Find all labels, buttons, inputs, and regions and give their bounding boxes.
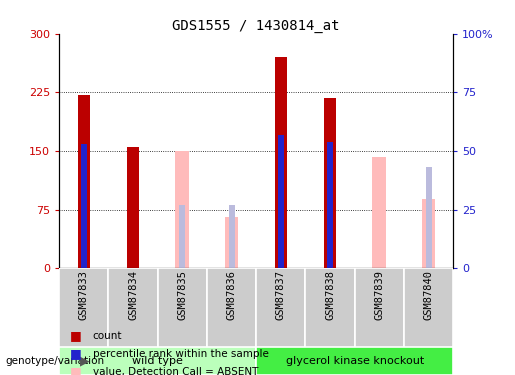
Bar bbox=[158, 268, 207, 347]
Bar bbox=[229, 205, 234, 268]
Bar bbox=[256, 268, 305, 347]
Bar bbox=[404, 268, 453, 347]
Bar bbox=[225, 217, 238, 268]
Bar bbox=[59, 268, 109, 347]
Bar bbox=[327, 142, 333, 268]
Text: GSM87840: GSM87840 bbox=[423, 270, 434, 321]
Bar bbox=[305, 268, 355, 347]
Text: value, Detection Call = ABSENT: value, Detection Call = ABSENT bbox=[93, 367, 258, 375]
Bar bbox=[179, 205, 185, 268]
Text: genotype/variation: genotype/variation bbox=[5, 356, 104, 366]
Text: ■: ■ bbox=[70, 329, 81, 342]
Text: GSM87837: GSM87837 bbox=[276, 270, 286, 321]
Bar bbox=[207, 268, 256, 347]
Text: ■: ■ bbox=[70, 365, 81, 375]
Bar bbox=[425, 167, 432, 268]
Bar bbox=[81, 144, 87, 268]
Text: GSM87838: GSM87838 bbox=[325, 270, 335, 321]
Bar bbox=[127, 147, 139, 268]
Bar bbox=[109, 268, 158, 347]
Text: count: count bbox=[93, 331, 122, 340]
Bar bbox=[176, 151, 189, 268]
Bar bbox=[355, 268, 404, 347]
Text: glycerol kinase knockout: glycerol kinase knockout bbox=[286, 356, 424, 366]
Bar bbox=[256, 347, 453, 375]
Bar bbox=[278, 135, 284, 268]
Bar bbox=[78, 95, 90, 268]
Bar bbox=[274, 57, 287, 268]
Text: ■: ■ bbox=[70, 347, 81, 360]
Text: GSM87835: GSM87835 bbox=[177, 270, 187, 321]
Bar bbox=[422, 200, 436, 268]
Text: wild type: wild type bbox=[132, 356, 183, 366]
Text: GSM87834: GSM87834 bbox=[128, 270, 138, 321]
Bar bbox=[59, 347, 256, 375]
Text: GSM87836: GSM87836 bbox=[227, 270, 236, 321]
Text: ▶: ▶ bbox=[80, 354, 90, 368]
Title: GDS1555 / 1430814_at: GDS1555 / 1430814_at bbox=[173, 19, 340, 33]
Text: percentile rank within the sample: percentile rank within the sample bbox=[93, 349, 269, 358]
Bar bbox=[372, 157, 386, 268]
Text: GSM87833: GSM87833 bbox=[79, 270, 89, 321]
Bar bbox=[324, 98, 336, 268]
Text: GSM87839: GSM87839 bbox=[374, 270, 384, 321]
